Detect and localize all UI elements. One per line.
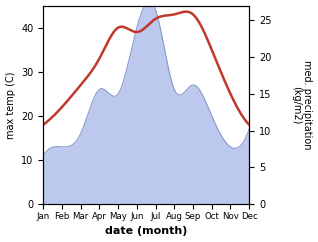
X-axis label: date (month): date (month) [105, 227, 187, 236]
Y-axis label: max temp (C): max temp (C) [5, 71, 16, 139]
Y-axis label: med. precipitation
(kg/m2): med. precipitation (kg/m2) [291, 60, 313, 150]
